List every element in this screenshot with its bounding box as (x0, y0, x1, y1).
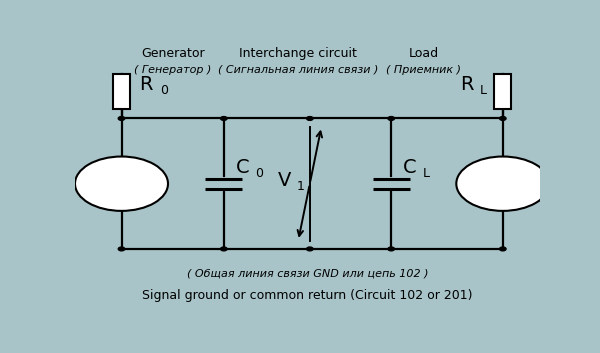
Text: 0: 0 (256, 167, 263, 180)
Text: E: E (491, 171, 503, 190)
Circle shape (118, 116, 125, 120)
Text: Signal ground or common return (Circuit 102 or 201): Signal ground or common return (Circuit … (142, 289, 473, 302)
Circle shape (388, 116, 394, 120)
Circle shape (457, 156, 550, 211)
Circle shape (307, 116, 313, 120)
Circle shape (500, 116, 506, 120)
Text: L: L (479, 84, 487, 97)
Text: V: V (111, 171, 124, 190)
Circle shape (221, 247, 227, 251)
Text: ( Сигнальная линия связи ): ( Сигнальная линия связи ) (218, 65, 379, 74)
Text: Interchange circuit: Interchange circuit (239, 47, 357, 60)
Text: C: C (403, 158, 416, 177)
Text: L: L (513, 180, 520, 193)
Text: Generator: Generator (141, 47, 205, 60)
Circle shape (75, 156, 168, 211)
Circle shape (500, 247, 506, 251)
Text: ( Общая линия связи GND или цепь 102 ): ( Общая линия связи GND или цепь 102 ) (187, 268, 428, 279)
Bar (113, 74, 130, 109)
Text: C: C (235, 158, 249, 177)
Text: V: V (278, 171, 291, 190)
Text: 0: 0 (131, 180, 139, 193)
Circle shape (118, 247, 125, 251)
Text: ( Приемник ): ( Приемник ) (386, 65, 461, 74)
Text: ( Генератор ): ( Генератор ) (134, 65, 211, 74)
Text: 0: 0 (160, 84, 167, 97)
Text: L: L (423, 167, 430, 180)
Text: R: R (139, 75, 152, 94)
Circle shape (221, 116, 227, 120)
Text: 1: 1 (296, 180, 304, 193)
Text: R: R (460, 75, 473, 94)
Circle shape (388, 247, 394, 251)
Bar (494, 74, 511, 109)
Text: Load: Load (409, 47, 439, 60)
Circle shape (307, 247, 313, 251)
